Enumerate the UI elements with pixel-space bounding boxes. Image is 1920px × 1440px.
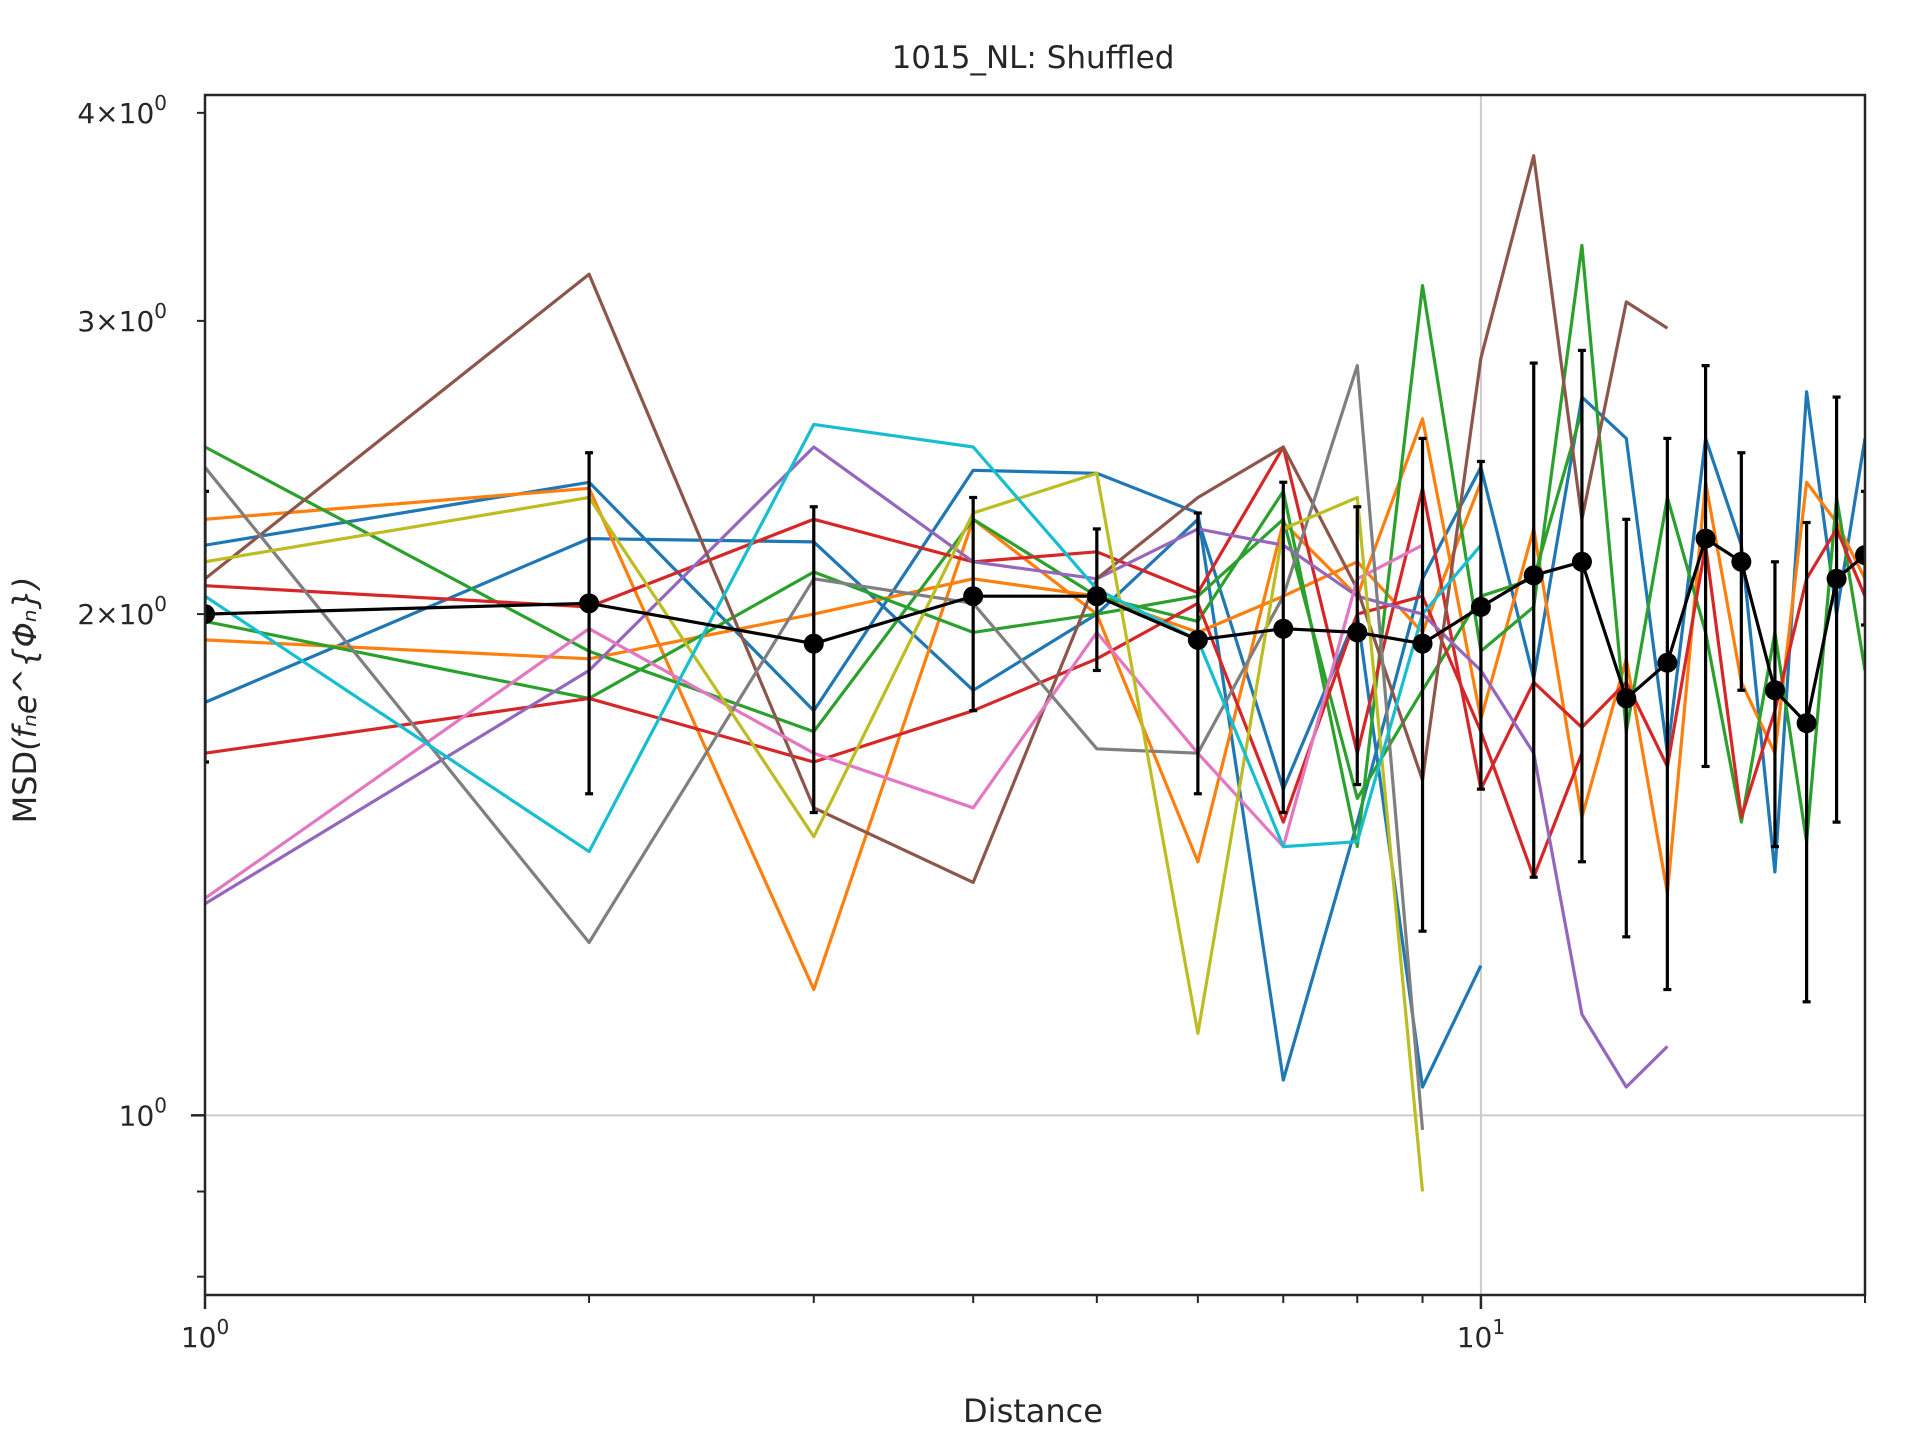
- mean-point: [1187, 629, 1208, 650]
- y-tick-label: 2×100: [77, 592, 167, 631]
- mean-point: [1796, 713, 1817, 734]
- plot-frame: [203, 93, 1867, 1297]
- mean-point: [1731, 551, 1752, 572]
- y-tick-label-exponent: 0: [154, 1093, 167, 1117]
- mean-point: [803, 633, 824, 654]
- y-tick-label: 3×100: [77, 299, 167, 338]
- y-tick-label-exponent: 0: [154, 91, 167, 115]
- y-tick-label-base: 2×10: [77, 598, 154, 631]
- chart-title: 1015_NL: Shuffled: [892, 40, 1175, 76]
- y-axis-label-text: MSD: [6, 751, 44, 824]
- mean-point: [1412, 633, 1433, 654]
- mean-series-line: [205, 536, 1865, 727]
- mean-point: [1657, 652, 1678, 673]
- y-tick-label: 4×100: [77, 91, 167, 130]
- mean-point: [1470, 596, 1491, 617]
- x-tick-label-base: 10: [1457, 1321, 1493, 1354]
- mean-point: [1273, 618, 1294, 639]
- series-line-3: [205, 417, 1865, 992]
- mean-series-layer: [205, 348, 1865, 1004]
- y-tick-label-exponent: 0: [154, 299, 167, 323]
- x-tick-label-exponent: 0: [216, 1315, 229, 1339]
- mean-point: [579, 593, 600, 614]
- x-tick-label-exponent: 1: [1492, 1315, 1505, 1339]
- y-tick-label-base: 4×10: [77, 97, 154, 130]
- y-tick-label-exponent: 0: [154, 592, 167, 616]
- series-line-6: [205, 410, 1584, 801]
- mean-point: [1571, 551, 1592, 572]
- mean-point: [1616, 688, 1637, 709]
- series-line-10: [205, 154, 1669, 885]
- x-tick-label-base: 10: [181, 1321, 217, 1354]
- x-tick-label: 101: [1457, 1315, 1505, 1354]
- y-tick-label-base: 3×10: [77, 305, 154, 338]
- mean-point: [1347, 622, 1368, 643]
- series-line-12: [205, 364, 1425, 1131]
- series-line-7: [205, 445, 1865, 819]
- x-tick-label: 100: [181, 1315, 229, 1354]
- mean-point: [1086, 586, 1107, 607]
- mean-point: [963, 586, 984, 607]
- mean-point: [1523, 565, 1544, 586]
- series-line-14: [205, 422, 1483, 854]
- mean-point: [1764, 680, 1785, 701]
- series-line-8: [205, 594, 1584, 879]
- mean-point: [1695, 528, 1716, 549]
- series-line-13: [205, 471, 1425, 1192]
- y-axis-label-math: (fₙe^{Φₙ}): [6, 577, 44, 751]
- mean-point: [1855, 545, 1865, 566]
- y-tick-label-base: 10: [119, 1099, 155, 1132]
- y-axis-label: MSD(fₙe^{Φₙ}): [6, 577, 44, 824]
- x-axis-label: Distance: [963, 1392, 1103, 1430]
- y-tick-label: 100: [119, 1093, 167, 1132]
- mean-point: [1826, 568, 1847, 589]
- series-line-9: [205, 445, 1669, 1089]
- mean-point: [205, 604, 215, 625]
